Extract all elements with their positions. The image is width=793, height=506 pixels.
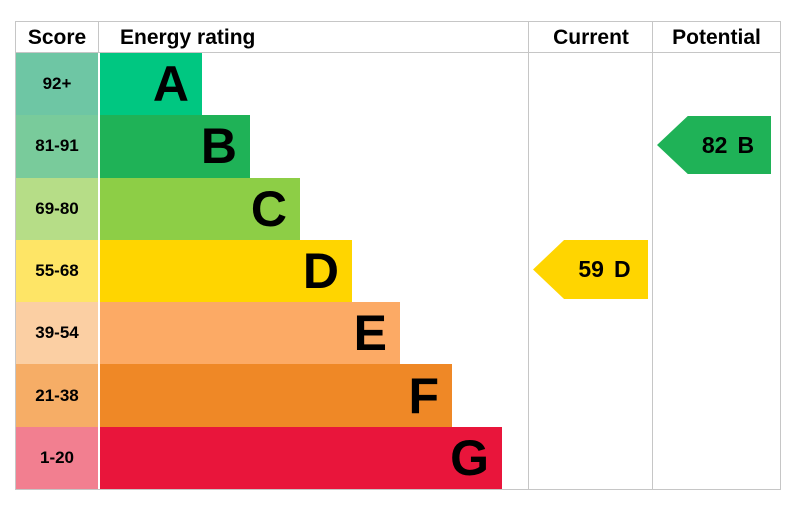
band-letter: D	[302, 242, 339, 299]
band-score-range: 92+	[16, 53, 98, 116]
energy-rating-column-header: Energy rating	[120, 25, 256, 49]
current-column-divider	[528, 22, 529, 489]
potential-column-header: Potential	[672, 25, 761, 49]
band-bar: D	[100, 239, 352, 303]
potential-rating-band: B	[737, 131, 755, 158]
band-letter: C	[250, 180, 287, 237]
current-rating-score: 59	[578, 256, 604, 282]
band-row: 69-80 C	[16, 177, 528, 240]
band-letter: G	[450, 429, 489, 486]
band-score-range: 39-54	[16, 302, 98, 365]
band-row: 55-68 D	[16, 239, 528, 303]
band-row: 39-54 E	[16, 302, 528, 365]
band-score-range: 69-80	[16, 177, 98, 240]
band-rows: 92+ A 81-91 B 69-80 C 55-68 D 39-54 E 21…	[16, 53, 528, 489]
band-bar: G	[100, 426, 502, 489]
band-letter: E	[353, 305, 387, 362]
band-bar: F	[100, 364, 452, 427]
current-rating-band: D	[613, 256, 631, 282]
band-row: 21-38 F	[16, 364, 528, 427]
band-row: 92+ A	[16, 53, 528, 116]
band-row: 1-20 G	[16, 426, 528, 489]
band-letter: F	[408, 367, 439, 424]
current-column-header: Current	[553, 25, 629, 49]
band-score-range: 21-38	[16, 364, 98, 427]
potential-column-divider	[652, 22, 653, 489]
band-bar: A	[100, 53, 202, 116]
band-score-range: 55-68	[16, 239, 98, 303]
band-letter: A	[152, 56, 189, 113]
band-bar: E	[100, 302, 400, 365]
chart-header-row: Score Energy rating Current Potential	[16, 22, 780, 53]
band-bar: C	[100, 177, 300, 240]
band-letter: B	[200, 118, 237, 175]
potential-rating-score: 82	[701, 131, 728, 158]
score-column-header: Score	[16, 22, 99, 52]
band-row: 81-91 B	[16, 115, 528, 178]
band-score-range: 1-20	[16, 426, 98, 489]
band-bar: B	[100, 115, 250, 178]
chart-frame: Score Energy rating Current Potential 92…	[15, 21, 781, 490]
band-score-range: 81-91	[16, 115, 98, 178]
